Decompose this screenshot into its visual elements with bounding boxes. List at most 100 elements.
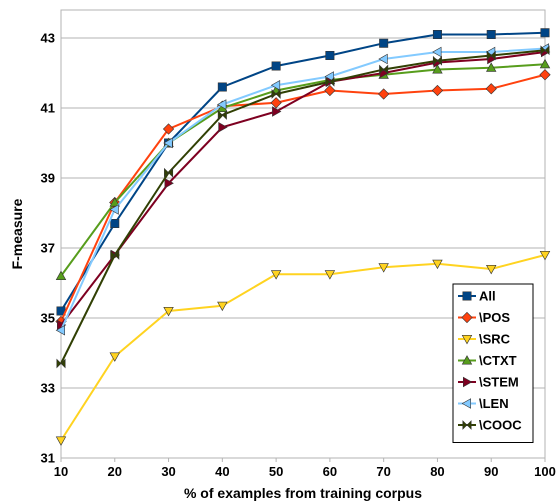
series-2 <box>55 251 551 446</box>
plot-frame <box>60 9 546 459</box>
data-point <box>218 122 228 133</box>
series-6 <box>56 45 550 369</box>
y-tick-label: 33 <box>41 381 55 396</box>
legend-label: \LEN <box>479 396 509 411</box>
series-0 <box>56 28 550 316</box>
series-line <box>60 63 546 277</box>
data-point <box>539 251 551 261</box>
legend-label: \CTXT <box>479 353 517 368</box>
data-point <box>55 270 67 281</box>
data-point <box>432 55 442 66</box>
series-5 <box>55 43 550 336</box>
y-tick-label: 43 <box>41 31 55 46</box>
data-point <box>485 83 497 95</box>
data-point <box>325 76 335 87</box>
data-point <box>217 99 227 110</box>
y-tick-label: 35 <box>41 311 55 326</box>
x-axis-label: % of examples from training corpus <box>184 485 422 501</box>
data-point <box>539 58 551 69</box>
data-point <box>379 38 389 48</box>
legend-marker <box>462 420 472 430</box>
x-tick-label: 40 <box>215 464 229 479</box>
data-point <box>486 62 497 72</box>
data-point <box>270 270 282 280</box>
y-tick-label: 41 <box>41 101 55 116</box>
legend-entry: \LEN <box>458 396 509 411</box>
x-tick-label: 20 <box>108 464 122 479</box>
x-tick-label: 100 <box>534 464 556 479</box>
data-point <box>162 123 175 135</box>
data-point <box>432 259 443 270</box>
data-point <box>325 50 335 60</box>
axes <box>60 9 546 462</box>
legend-entry: \POS <box>458 310 510 325</box>
grid-lines <box>61 37 545 459</box>
legend-entry: All <box>458 289 496 304</box>
x-tick-label: 70 <box>376 464 390 479</box>
legend-marker <box>461 398 472 409</box>
data-point <box>56 358 66 369</box>
data-point <box>272 106 282 117</box>
data-point <box>486 264 497 275</box>
y-tick-label: 37 <box>41 241 55 256</box>
series-lines <box>55 28 551 446</box>
data-point <box>378 263 389 273</box>
x-tick-label: 90 <box>484 464 498 479</box>
legend-label: \STEM <box>479 375 519 390</box>
data-point <box>540 45 550 56</box>
data-point <box>55 325 65 336</box>
series-line <box>60 51 546 326</box>
legend-marker <box>461 355 473 365</box>
data-point <box>270 97 282 109</box>
y-tick-label: 31 <box>41 451 55 466</box>
data-point <box>164 178 174 189</box>
series-line <box>60 49 546 364</box>
data-point <box>163 306 174 317</box>
data-point <box>271 89 281 99</box>
series-3 <box>55 58 551 281</box>
data-point <box>539 69 551 81</box>
series-line <box>60 31 546 312</box>
legend-label: \POS <box>479 310 510 325</box>
data-point <box>432 29 442 39</box>
legend-marker <box>462 376 473 388</box>
legend-entry: \CTXT <box>458 353 517 368</box>
legend-marker <box>461 311 473 324</box>
y-axis-label: F-measure <box>9 198 25 269</box>
data-point <box>324 270 336 280</box>
data-point <box>110 250 120 260</box>
x-tick-label: 50 <box>269 464 283 479</box>
data-point <box>378 53 388 65</box>
series-line <box>60 254 546 442</box>
legend-marker <box>462 291 472 301</box>
series-line <box>60 47 546 331</box>
x-tick-label: 80 <box>430 464 444 479</box>
data-point <box>217 110 227 120</box>
x-tick-label: 60 <box>323 464 337 479</box>
legend: All \POS \SRC \CTXT \STEM \LEN \COOC <box>452 283 534 443</box>
legend-entry: \COOC <box>458 418 522 433</box>
data-point <box>217 82 227 92</box>
x-tick-label: 30 <box>161 464 175 479</box>
legend-label: All <box>479 289 496 304</box>
data-point <box>109 204 119 215</box>
tick-labels: 31 33 35 37 39 41 43 10 20 30 40 50 60 70 80 90 100 <box>41 31 556 480</box>
data-point <box>379 64 389 75</box>
data-point <box>378 88 390 100</box>
data-point <box>431 84 444 97</box>
data-point <box>540 28 550 38</box>
data-point <box>432 64 443 74</box>
data-point <box>55 436 67 446</box>
data-point <box>163 137 173 149</box>
y-tick-label: 39 <box>41 171 55 186</box>
data-point <box>164 167 174 178</box>
legend-label: \COOC <box>479 418 522 433</box>
data-point <box>271 61 281 71</box>
data-point <box>486 50 496 61</box>
data-point <box>486 29 496 39</box>
legend-label: \SRC <box>479 332 511 347</box>
legend-marker <box>461 334 473 345</box>
data-point <box>217 301 228 312</box>
data-point <box>432 46 442 58</box>
